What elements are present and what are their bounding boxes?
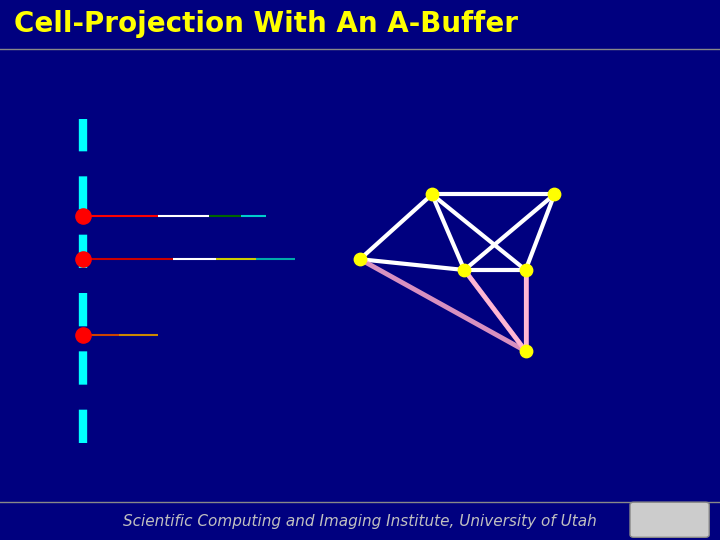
Point [77, 330, 89, 339]
Point [354, 255, 366, 264]
Point [520, 266, 531, 274]
Point [77, 255, 89, 264]
Point [77, 212, 89, 220]
Point [459, 266, 470, 274]
Text: Scientific Computing and Imaging Institute, University of Utah: Scientific Computing and Imaging Institu… [123, 514, 597, 529]
Point [549, 190, 560, 199]
Text: SCI: SCI [658, 514, 681, 526]
Text: Cell-Projection With An A-Buffer: Cell-Projection With An A-Buffer [14, 10, 518, 38]
Point [520, 347, 531, 355]
Point [426, 190, 438, 199]
FancyBboxPatch shape [630, 502, 709, 537]
